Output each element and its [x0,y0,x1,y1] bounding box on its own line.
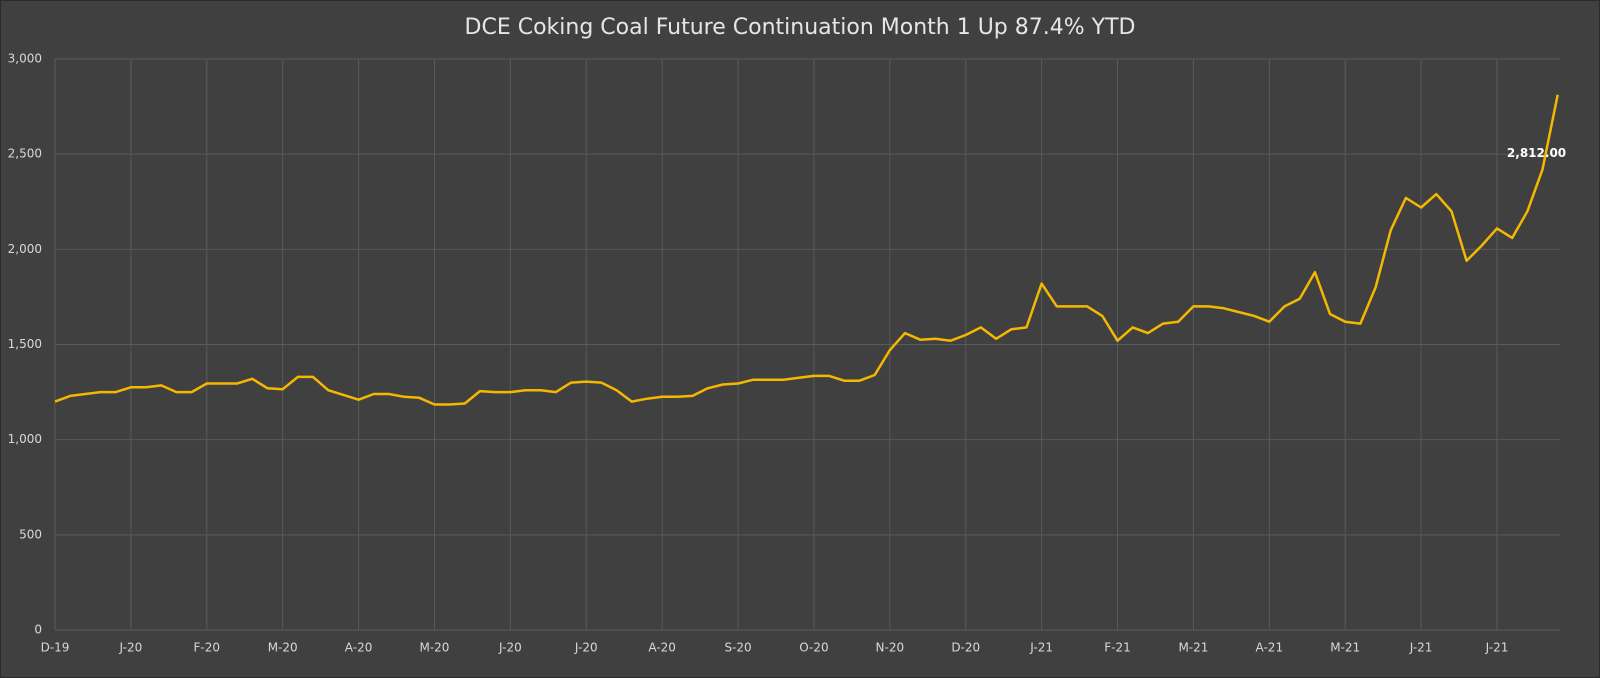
x-tick-label: J-21 [1485,641,1509,655]
x-tick-label: D-20 [951,641,980,655]
chart-title: DCE Coking Coal Future Continuation Mont… [465,15,1136,40]
x-tick-label: D-19 [41,641,70,655]
data-line [54,94,1559,406]
x-tick-label: A-20 [345,641,373,655]
x-tick-label: F-20 [194,641,221,655]
y-tick-label: 500 [19,527,42,541]
y-tick-label: 1,000 [8,432,42,446]
x-tick-label: O-20 [799,641,828,655]
x-tick-label: A-21 [1256,641,1284,655]
data-label: 2,812.00 [1507,146,1566,160]
y-tick-label: 3,000 [8,52,42,66]
x-tick-label: J-21 [1409,641,1433,655]
x-tick-label: M-20 [268,641,298,655]
x-tick-label: J-20 [119,641,143,655]
x-tick-label: J-20 [498,641,522,655]
x-tick-label: N-20 [876,641,905,655]
x-tick-label: A-20 [648,641,676,655]
y-tick-label: 0 [34,623,42,637]
x-tick-label: M-21 [1330,641,1360,655]
x-tick-label: J-21 [1029,641,1053,655]
x-tick-label: S-20 [724,641,751,655]
y-tick-label: 1,500 [8,337,42,351]
x-tick-label: M-21 [1178,641,1208,655]
x-tick-label: J-20 [574,641,598,655]
y-tick-label: 2,000 [8,242,42,256]
y-tick-label: 2,500 [8,147,42,161]
x-tick-label: F-21 [1104,641,1131,655]
x-tick-label: M-20 [419,641,449,655]
